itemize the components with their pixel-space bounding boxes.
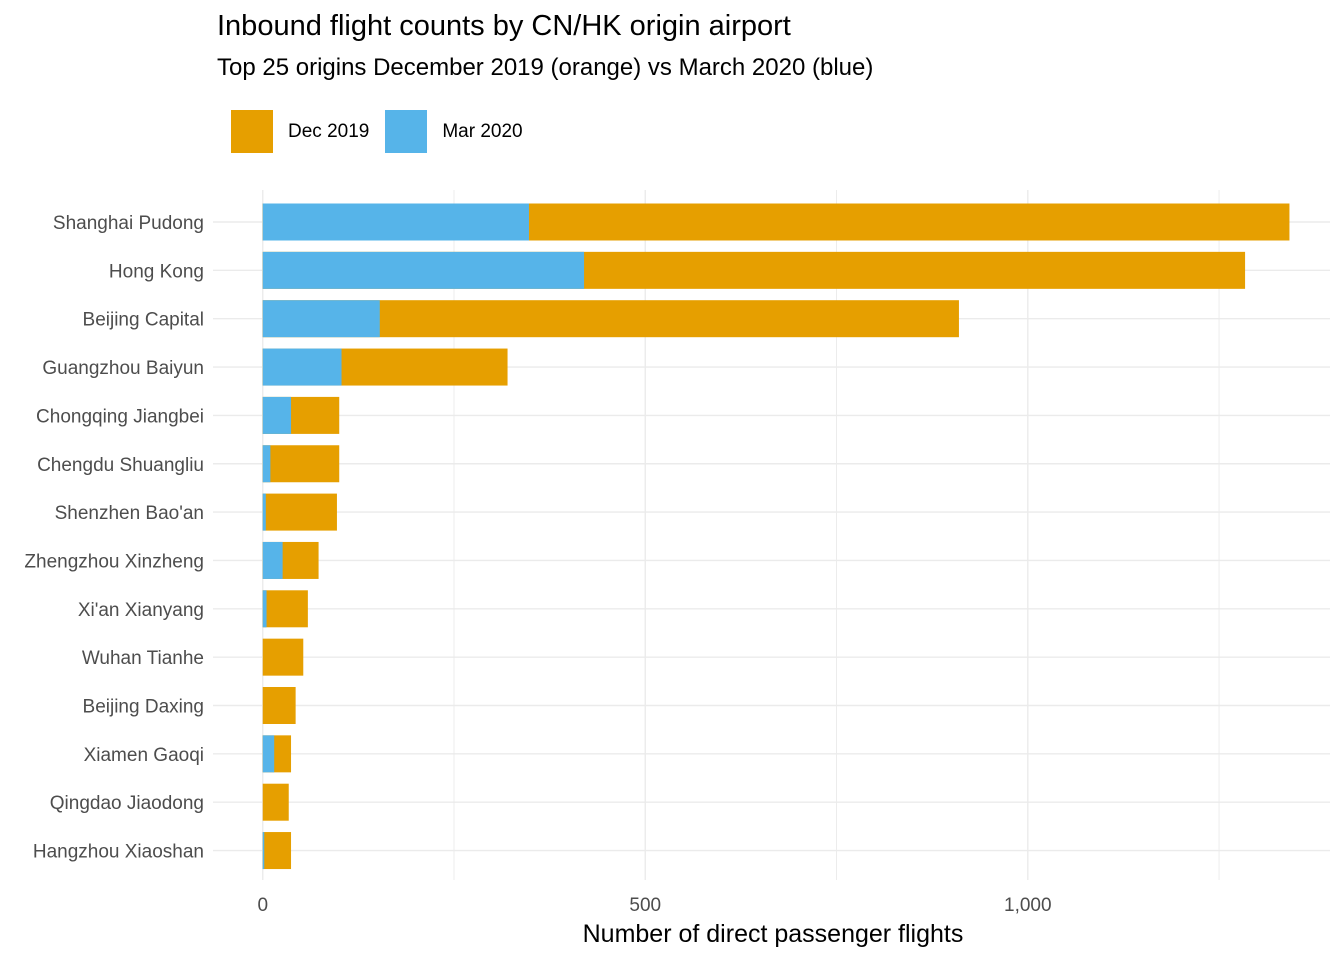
bar-mar-2020 [262, 590, 267, 628]
y-axis-label: Xi'an Xianyang [78, 600, 204, 621]
legend-key-dec-2019 [231, 110, 273, 153]
bar-mar-2020 [262, 493, 266, 531]
chart-subtitle: Top 25 origins December 2019 (orange) vs… [217, 54, 874, 81]
y-axis-label: Beijing Capital [83, 310, 204, 331]
bar-mar-2020 [262, 251, 585, 289]
bar-dec-2019 [262, 445, 340, 483]
bar-mar-2020 [262, 541, 283, 579]
bar-mar-2020 [262, 203, 529, 241]
x-axis-title: Number of direct passenger flights [583, 920, 964, 948]
bar-mar-2020 [262, 300, 380, 338]
legend-label-dec-2019: Dec 2019 [288, 120, 370, 142]
bars [262, 203, 1290, 870]
bar-dec-2019 [262, 783, 289, 821]
y-axis-labels: Shanghai Pudong Hong Kong Beijing Capital G… [24, 213, 204, 863]
legend-key-mar-2020 [385, 110, 428, 153]
x-tick-label: 0 [257, 895, 268, 916]
bar-dec-2019 [262, 638, 304, 676]
y-axis-label: Zhengzhou Xinzheng [24, 551, 204, 572]
x-axis-tick-labels: 0 500 1,000 [257, 895, 1051, 916]
y-axis-label: Guangzhou Baiyun [42, 358, 204, 379]
y-axis-label: Shenzhen Bao'an [55, 503, 204, 524]
legend-label-mar-2020: Mar 2020 [442, 120, 523, 142]
chart-title: Inbound flight counts by CN/HK origin ai… [217, 10, 791, 42]
y-axis-label: Chengdu Shuangliu [37, 455, 204, 476]
y-axis-label: Qingdao Jiaodong [50, 793, 204, 814]
y-axis-label: Chongqing Jiangbei [36, 406, 204, 427]
bar-mar-2020 [262, 396, 292, 434]
bar-dec-2019 [262, 590, 308, 628]
legend-item-dec-2019: Dec 2019 [231, 110, 369, 153]
y-axis-label: Shanghai Pudong [53, 213, 204, 234]
legend-item-mar-2020: Mar 2020 [385, 110, 523, 153]
grid-lines [213, 190, 1330, 880]
x-tick-label: 500 [629, 895, 661, 916]
bar-dec-2019 [262, 832, 292, 870]
y-axis-label: Hangzhou Xiaoshan [33, 842, 204, 863]
bar-mar-2020 [262, 735, 275, 773]
y-axis-label: Beijing Daxing [83, 697, 204, 718]
bar-mar-2020 [262, 445, 271, 483]
bar-mar-2020 [262, 832, 265, 870]
bar-mar-2020 [262, 348, 342, 386]
y-axis-label: Hong Kong [109, 261, 204, 282]
y-axis-label: Xiamen Gaoqi [84, 745, 204, 766]
bar-dec-2019 [262, 687, 296, 724]
y-axis-label: Wuhan Tianhe [82, 648, 204, 669]
legend: Dec 2019 Mar 2020 [231, 110, 539, 153]
bar-dec-2019 [262, 493, 337, 531]
x-tick-label: 1,000 [1004, 895, 1052, 916]
